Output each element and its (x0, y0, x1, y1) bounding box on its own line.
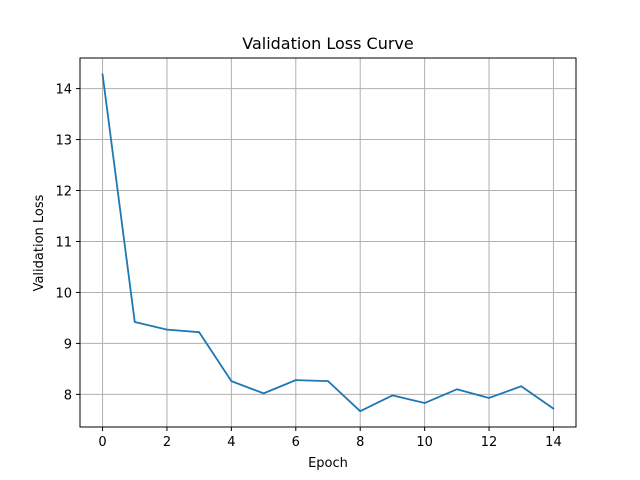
x-tick-label: 10 (416, 435, 433, 450)
data-point (488, 397, 490, 399)
y-tick-label: 12 (55, 185, 72, 200)
y-axis-ticks: 8 9 10 11 12 13 14 (55, 83, 80, 403)
plot-frame (79, 57, 577, 428)
x-tick-label: 4 (227, 435, 235, 450)
data-point (230, 380, 233, 383)
data-point (262, 392, 265, 395)
x-tick-label: 14 (545, 435, 562, 450)
data-point (166, 328, 168, 331)
y-tick-label: 13 (55, 134, 72, 149)
data-point (455, 388, 458, 391)
chart-title: Validation Loss Curve (242, 34, 413, 53)
data-point (198, 331, 201, 334)
y-tick-label: 10 (55, 286, 72, 301)
y-tick-label: 9 (64, 337, 72, 352)
data-point (423, 402, 426, 404)
x-tick-label: 2 (163, 435, 171, 450)
data-point (101, 73, 104, 76)
data-point (391, 394, 394, 397)
data-point (359, 410, 362, 413)
x-tick-label: 6 (292, 435, 300, 450)
series-layer (101, 73, 555, 413)
data-point (520, 385, 523, 388)
y-tick-label: 8 (64, 388, 72, 403)
x-tick-label: 0 (98, 435, 106, 450)
x-tick-label: 8 (356, 435, 364, 450)
x-axis-label: Epoch (308, 456, 348, 471)
grid-lines (80, 58, 576, 427)
data-point (294, 379, 297, 382)
x-tick-label: 12 (481, 435, 498, 450)
y-tick-label: 11 (55, 235, 72, 250)
data-point (133, 321, 136, 323)
y-tick-label: 14 (55, 83, 72, 98)
plot-area (80, 58, 576, 427)
x-axis-ticks: 0 2 4 6 8 10 12 14 (98, 427, 562, 450)
y-axis-label: Validation Loss (32, 194, 47, 291)
data-point (327, 380, 329, 383)
data-point (552, 407, 555, 410)
